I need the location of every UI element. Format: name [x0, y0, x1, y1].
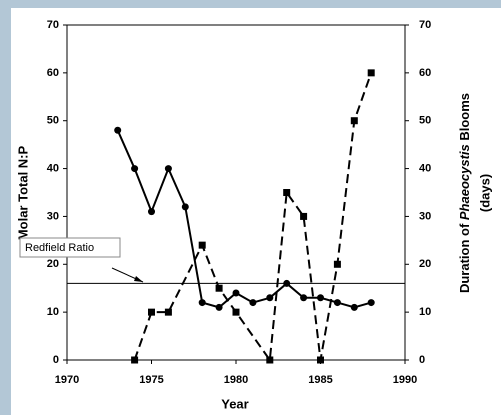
- marker: [333, 299, 341, 307]
- x-tick-label: 1970: [55, 374, 79, 386]
- y2-label-part: Duration of: [457, 220, 472, 293]
- x-tick-label: 1975: [139, 374, 163, 386]
- marker: [283, 279, 291, 287]
- reference-label-box: [19, 237, 121, 258]
- marker: [148, 208, 155, 216]
- marker: [215, 284, 223, 292]
- marker: [131, 165, 139, 173]
- marker: [114, 126, 122, 134]
- y2-tick-label: 20: [419, 258, 431, 270]
- marker: [249, 299, 257, 307]
- marker: [164, 308, 172, 316]
- marker: [198, 299, 206, 307]
- marker: [317, 356, 324, 364]
- marker: [131, 356, 139, 364]
- x-tick-label: 1990: [393, 374, 417, 386]
- y-tick-label: 60: [47, 67, 59, 79]
- y2-tick-label: 30: [419, 210, 431, 222]
- marker: [333, 260, 341, 268]
- x-tick-label: 1985: [308, 374, 332, 386]
- y-tick-label: 30: [47, 210, 59, 222]
- marker: [181, 203, 189, 211]
- marker: [367, 69, 375, 77]
- y-tick-label: 40: [47, 162, 59, 174]
- marker: [266, 356, 274, 364]
- marker: [215, 303, 223, 311]
- y2-axis-label: Duration of Phaeocystis Blooms: [457, 93, 472, 293]
- reference-arrow-head: [134, 276, 143, 282]
- marker: [350, 303, 358, 311]
- marker: [283, 189, 291, 196]
- marker: [148, 308, 155, 316]
- marker: [317, 294, 324, 302]
- y-tick-label: 20: [47, 258, 59, 270]
- reference-label: Redfield Ratio: [25, 242, 94, 254]
- y2-axis-unit: (days): [477, 174, 492, 212]
- marker: [232, 289, 240, 297]
- marker: [300, 294, 308, 302]
- marker: [232, 308, 240, 316]
- marker: [367, 299, 375, 307]
- panel-background: [11, 8, 501, 415]
- y2-tick-label: 60: [419, 67, 431, 79]
- y-tick-label: 70: [47, 19, 59, 31]
- x-axis-label: Year: [221, 396, 248, 411]
- y2-tick-label: 0: [419, 354, 425, 366]
- y2-tick-label: 70: [419, 19, 431, 31]
- y2-label-part: Phaeocystis: [457, 144, 472, 220]
- y2-tick-label: 10: [419, 306, 431, 318]
- series-line: [116, 129, 372, 309]
- y2-label-part: Blooms: [457, 93, 472, 144]
- marker: [164, 165, 172, 173]
- y2-tick-label: 50: [419, 115, 431, 127]
- marker: [350, 117, 358, 125]
- y-tick-label: 10: [47, 306, 59, 318]
- x-tick-label: 1980: [224, 374, 248, 386]
- y-tick-label: 50: [47, 115, 59, 127]
- marker: [300, 212, 308, 220]
- y2-tick-label: 40: [419, 162, 431, 174]
- marker: [266, 294, 274, 302]
- y-axis-label: Molar Total N:P: [15, 145, 30, 240]
- marker: [198, 241, 206, 249]
- y-tick-label: 0: [53, 354, 59, 366]
